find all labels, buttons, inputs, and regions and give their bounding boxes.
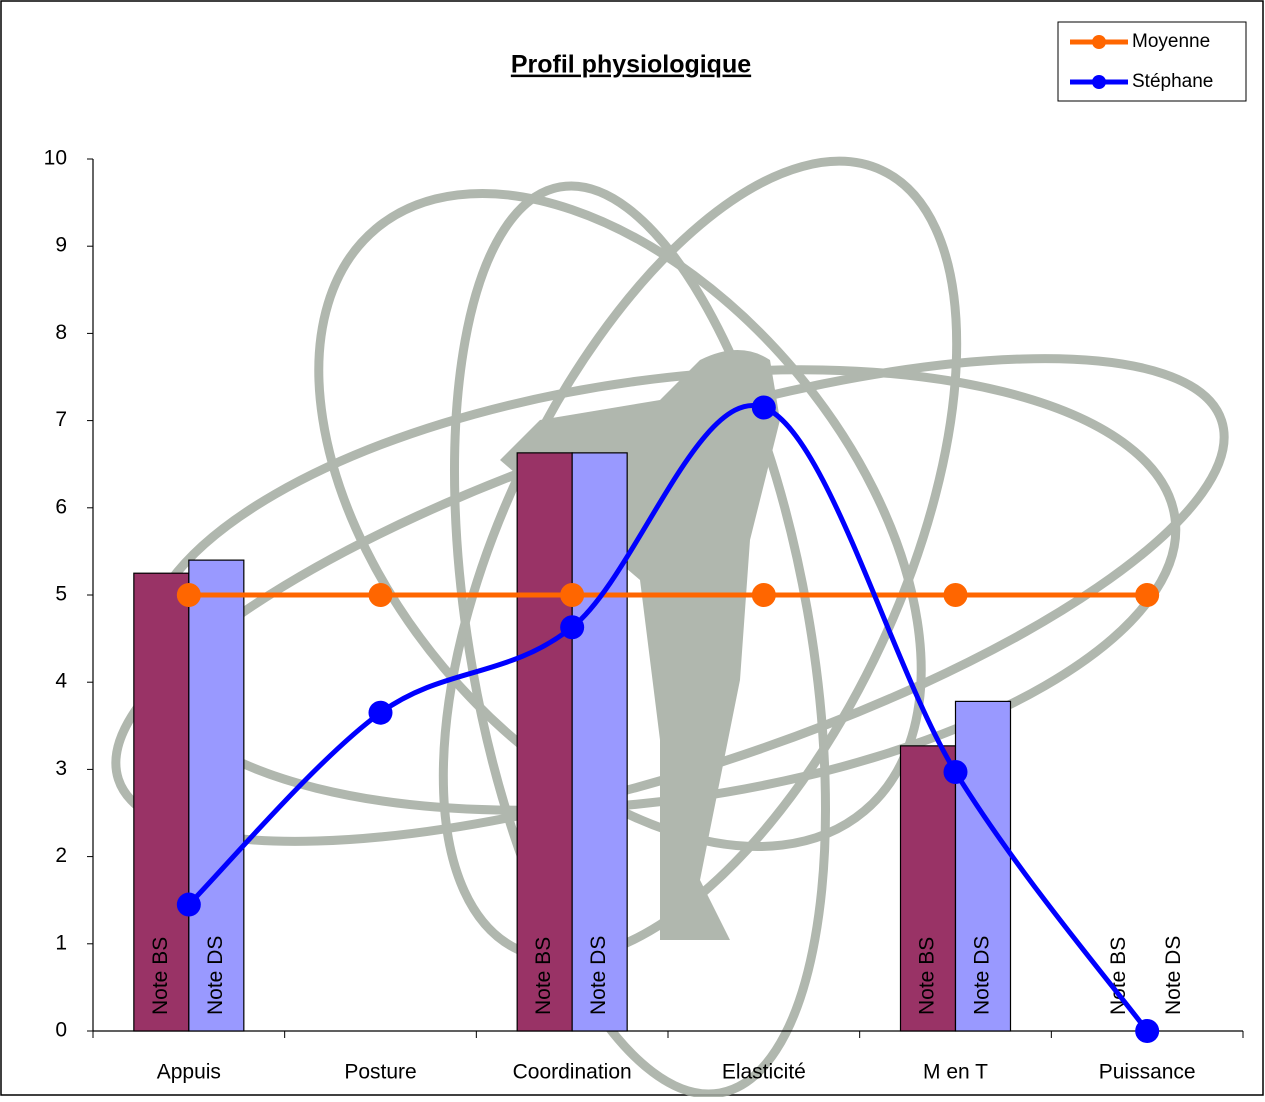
y-tick-label: 6 xyxy=(55,495,67,518)
marker xyxy=(943,583,968,607)
marker xyxy=(560,583,585,607)
marker xyxy=(560,615,585,640)
bar-label: Note DS xyxy=(1162,936,1185,1015)
marker xyxy=(751,583,776,607)
bar-label: Note BS xyxy=(916,937,939,1015)
marker xyxy=(751,395,776,420)
y-tick-label: 10 xyxy=(44,147,67,170)
line xyxy=(187,402,1150,1033)
y-tick-label: 7 xyxy=(55,408,67,431)
y-tick-label: 2 xyxy=(55,844,67,867)
bar-label: Note BS xyxy=(532,937,555,1015)
x-tick-label: Elasticité xyxy=(722,1061,806,1084)
bar xyxy=(516,452,573,1032)
bar xyxy=(133,572,190,1032)
y-tick-label: 4 xyxy=(55,670,67,693)
legend-marker xyxy=(1092,35,1106,49)
x-tick-label: Coordination xyxy=(513,1061,632,1084)
bar xyxy=(571,452,628,1032)
legend-label: Stéphane xyxy=(1132,71,1213,92)
y-tick-label: 9 xyxy=(55,234,67,257)
chart-title: Profil physiologique xyxy=(511,51,751,79)
marker xyxy=(176,892,201,917)
x-tick-label: Puissance xyxy=(1099,1061,1196,1084)
bar-label: Note DS xyxy=(204,936,227,1015)
legend-label: Moyenne xyxy=(1132,31,1210,52)
y-tick-label: 1 xyxy=(55,931,67,954)
x-tick-label: M en T xyxy=(923,1061,988,1084)
marker xyxy=(176,583,201,607)
marker xyxy=(1135,1019,1160,1043)
y-tick-label: 3 xyxy=(55,757,67,780)
y-tick-label: 5 xyxy=(55,583,67,606)
legend-box xyxy=(1057,21,1247,102)
bar xyxy=(188,559,245,1032)
bar xyxy=(954,700,1012,1032)
y-tick-label: 8 xyxy=(55,321,67,344)
bar-label: Note BS xyxy=(149,937,172,1015)
bar xyxy=(899,745,957,1032)
x-tick-label: Posture xyxy=(344,1061,416,1084)
bar-label: Note DS xyxy=(971,936,994,1015)
x-tick-label: Appuis xyxy=(157,1061,221,1084)
marker xyxy=(1135,583,1160,607)
marker xyxy=(368,700,393,725)
bar-label: Note BS xyxy=(1107,937,1130,1015)
bar-label: Note DS xyxy=(587,936,610,1015)
marker xyxy=(943,760,968,785)
y-tick-label: 0 xyxy=(55,1019,67,1042)
legend: Moyenne Stéphane xyxy=(1070,31,1213,92)
legend-marker xyxy=(1092,75,1106,89)
marker xyxy=(368,583,393,607)
